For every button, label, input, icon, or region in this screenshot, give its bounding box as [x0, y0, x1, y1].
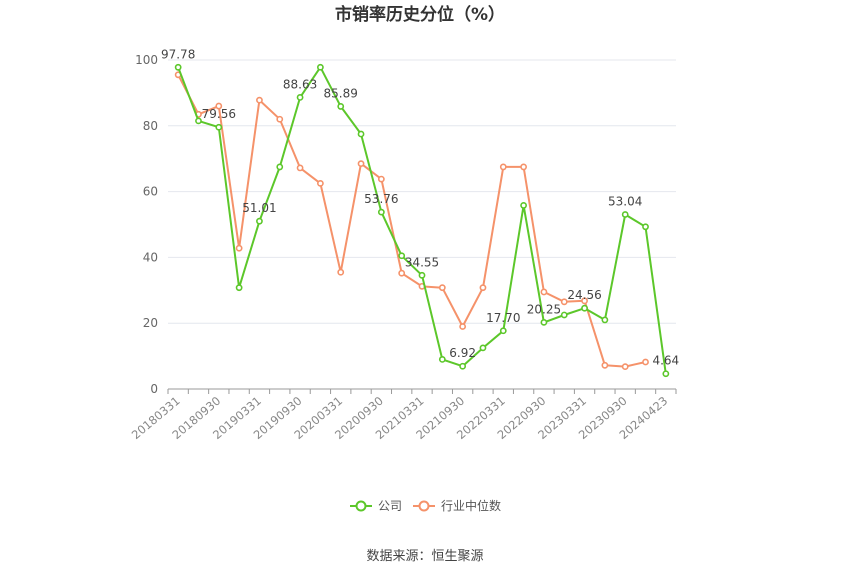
- data-point: [499, 327, 507, 335]
- data-label: 4.64: [652, 354, 679, 368]
- data-point: [174, 63, 182, 71]
- data-point: [601, 361, 609, 369]
- y-tick-label: 20: [143, 316, 158, 330]
- y-tick-label: 0: [150, 382, 158, 396]
- data-point: [520, 163, 527, 171]
- data-point: [256, 217, 263, 225]
- data-point: [357, 130, 365, 138]
- data-point: [418, 271, 426, 279]
- data-point: [479, 284, 487, 292]
- data-point: [438, 355, 446, 363]
- data-point: [215, 102, 223, 110]
- data-label: 53.76: [364, 192, 398, 206]
- data-point: [337, 268, 345, 276]
- y-tick-label: 80: [143, 119, 158, 133]
- data-point: [215, 123, 223, 131]
- legend-label: 公司: [378, 499, 402, 513]
- legend: 公司 行业中位数: [350, 498, 501, 513]
- data-source: 数据来源：恒生聚源: [366, 549, 483, 564]
- data-label: 88.63: [283, 77, 317, 91]
- data-point: [398, 252, 406, 260]
- data-point: [337, 103, 345, 110]
- data-point: [540, 288, 548, 296]
- data-point: [499, 163, 507, 171]
- data-point: [642, 358, 649, 366]
- data-label: 17.70: [486, 311, 520, 325]
- data-point: [459, 362, 467, 370]
- data-point: [662, 370, 670, 378]
- data-label: 53.04: [608, 194, 642, 208]
- data-labels: 97.78 79.56 51.01 88.63 85.89 53.76 34.55 6.92 1…: [161, 47, 679, 367]
- series-layer: [174, 63, 670, 378]
- data-label: 34.55: [405, 255, 439, 269]
- data-point: [560, 311, 568, 319]
- data-label: 6.92: [449, 346, 476, 360]
- data-point: [621, 211, 629, 218]
- data-point: [316, 63, 324, 71]
- data-point: [479, 344, 487, 352]
- data-label: 79.56: [202, 107, 236, 121]
- data-point: [195, 117, 202, 125]
- data-point: [540, 318, 548, 326]
- data-label: 24.56: [567, 288, 601, 302]
- data-point: [256, 96, 263, 104]
- chart-title: 市销率历史分位（%）: [335, 4, 505, 25]
- data-point: [581, 304, 588, 312]
- data-point: [438, 284, 446, 292]
- legend-swatch-marker: [418, 500, 430, 512]
- data-point: [377, 208, 385, 216]
- data-point: [357, 160, 365, 168]
- data-point: [316, 179, 324, 187]
- y-tick-label: 100: [135, 53, 158, 67]
- data-point: [601, 316, 609, 324]
- data-point: [621, 363, 629, 371]
- data-point: [520, 202, 527, 209]
- data-point: [296, 94, 304, 101]
- data-point: [296, 164, 304, 172]
- y-tick-label: 60: [143, 185, 158, 199]
- data-point: [581, 297, 588, 305]
- data-point: [276, 115, 284, 123]
- data-point: [398, 269, 406, 277]
- data-label: 97.78: [161, 47, 195, 61]
- data-label: 51.01: [242, 201, 276, 215]
- data-label: 85.89: [324, 86, 358, 100]
- data-point: [560, 298, 568, 306]
- legend-label: 行业中位数: [441, 498, 501, 513]
- data-label: 20.25: [527, 302, 561, 316]
- data-point: [235, 284, 243, 292]
- data-point: [459, 323, 467, 330]
- data-point: [276, 163, 284, 171]
- data-point: [642, 223, 649, 231]
- data-point: [235, 244, 243, 252]
- legend-swatch-marker: [355, 500, 367, 512]
- data-point: [377, 175, 385, 183]
- y-tick-label: 40: [143, 250, 158, 264]
